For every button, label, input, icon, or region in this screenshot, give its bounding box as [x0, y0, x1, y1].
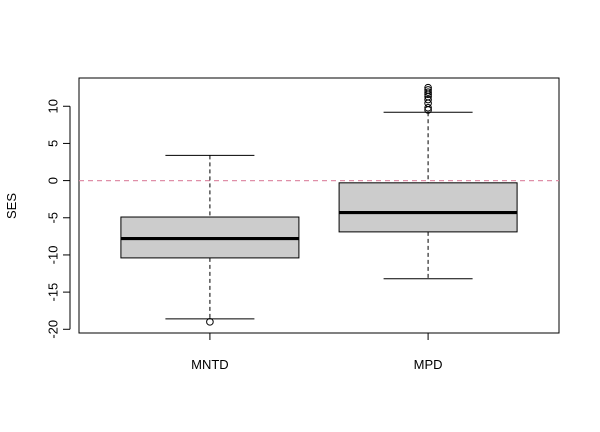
box-mntd	[120, 154, 300, 326]
y-axis-title: SES	[4, 193, 19, 219]
outlier-point	[424, 95, 432, 104]
y-tick-label: -20	[46, 320, 61, 339]
y-tick-label: 0	[46, 177, 61, 184]
y-tick-label: 10	[46, 99, 61, 113]
x-category-label: MNTD	[191, 357, 229, 372]
y-tick-label: 5	[46, 140, 61, 147]
y-tick-label: -10	[46, 246, 61, 265]
x-axis: MNTD MPD	[191, 332, 443, 372]
outlier-point	[424, 103, 432, 112]
outlier-point	[424, 86, 432, 94]
outlier-point	[206, 318, 214, 326]
outlier-point	[424, 83, 432, 92]
iqr-box	[338, 182, 518, 233]
outlier-point	[424, 88, 432, 96]
boxes	[120, 83, 518, 326]
box-mpd	[338, 83, 518, 280]
y-tick-label: -15	[46, 283, 61, 302]
x-category-label: MPD	[414, 357, 443, 372]
y-tick-label: -5	[46, 212, 61, 224]
y-axis: -20 -15 -10 -5 0 5 10	[46, 99, 71, 339]
